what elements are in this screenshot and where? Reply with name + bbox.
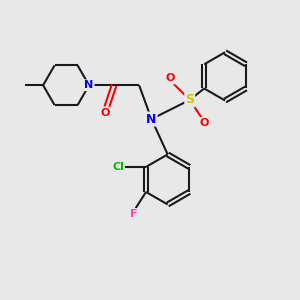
Text: O: O (200, 118, 209, 128)
Text: N: N (84, 80, 94, 90)
Text: O: O (100, 108, 110, 118)
Text: Cl: Cl (112, 162, 124, 172)
Text: S: S (185, 93, 194, 106)
Text: N: N (146, 112, 157, 126)
Text: O: O (166, 74, 175, 83)
Text: F: F (130, 209, 138, 219)
